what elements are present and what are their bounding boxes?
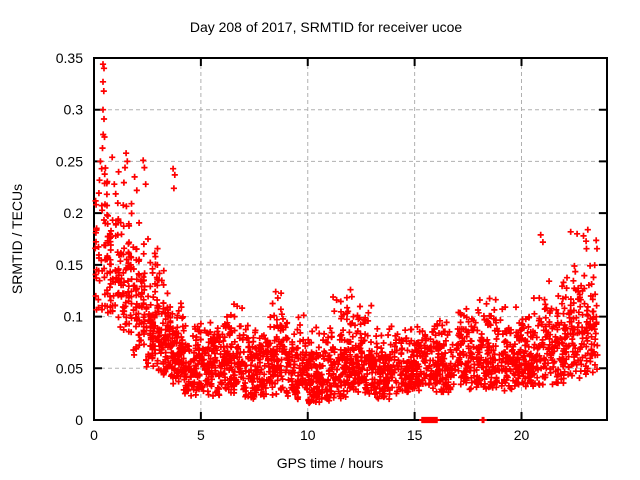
chart-title: Day 208 of 2017, SRMTID for receiver uco…: [190, 19, 463, 35]
x-tick-label: 5: [197, 427, 205, 443]
data-points: [92, 61, 601, 424]
y-tick-label: 0.35: [56, 50, 83, 66]
y-tick-label: 0.1: [64, 309, 84, 325]
y-tick-label: 0.25: [56, 153, 83, 169]
y-tick-label: 0.15: [56, 257, 83, 273]
x-axis-label: GPS time / hours: [277, 455, 384, 471]
y-tick-label: 0.2: [64, 205, 84, 221]
y-axis-label: SRMTID / TECUs: [9, 184, 25, 294]
y-tick-label: 0.3: [64, 102, 84, 118]
y-tick-label: 0.05: [56, 360, 83, 376]
x-tick-label: 10: [300, 427, 316, 443]
x-tick-label: 15: [407, 427, 423, 443]
tick-labels: 0 5 10 15 20 0 0.05 0.1 0.15 0.2 0.25 0.3 0.35: [56, 50, 530, 443]
x-tick-label: 0: [90, 427, 98, 443]
y-tick-label: 0: [75, 412, 83, 428]
x-tick-label: 20: [514, 427, 530, 443]
